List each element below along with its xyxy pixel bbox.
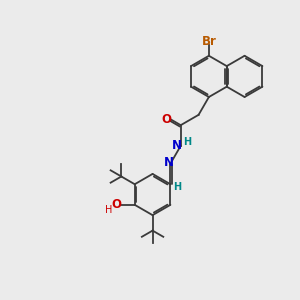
Text: O: O xyxy=(161,113,172,126)
Text: H: H xyxy=(183,137,191,147)
Text: N: N xyxy=(164,156,174,169)
Text: N: N xyxy=(172,139,182,152)
Text: H: H xyxy=(173,182,181,192)
Text: H: H xyxy=(105,205,113,215)
Text: Br: Br xyxy=(202,34,216,48)
Text: O: O xyxy=(111,198,121,211)
